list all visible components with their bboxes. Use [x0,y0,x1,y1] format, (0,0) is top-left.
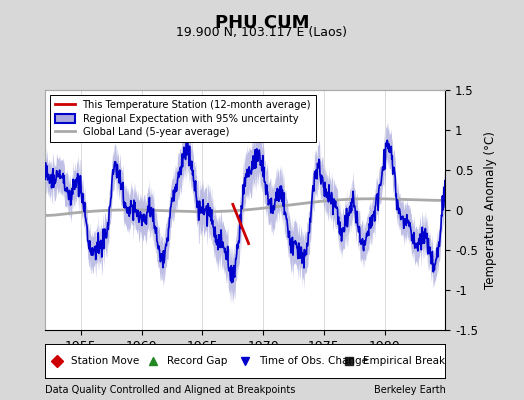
Y-axis label: Temperature Anomaly (°C): Temperature Anomaly (°C) [484,131,497,289]
Text: Time of Obs. Change: Time of Obs. Change [259,356,368,366]
Text: Empirical Break: Empirical Break [363,356,445,366]
Legend: This Temperature Station (12-month average), Regional Expectation with 95% uncer: This Temperature Station (12-month avera… [50,95,316,142]
Text: 19.900 N, 103.117 E (Laos): 19.900 N, 103.117 E (Laos) [177,26,347,39]
Text: PHU CUM: PHU CUM [215,14,309,32]
Text: Record Gap: Record Gap [167,356,227,366]
Text: Berkeley Earth: Berkeley Earth [374,385,445,395]
Text: Station Move: Station Move [71,356,139,366]
Text: Data Quality Controlled and Aligned at Breakpoints: Data Quality Controlled and Aligned at B… [45,385,295,395]
